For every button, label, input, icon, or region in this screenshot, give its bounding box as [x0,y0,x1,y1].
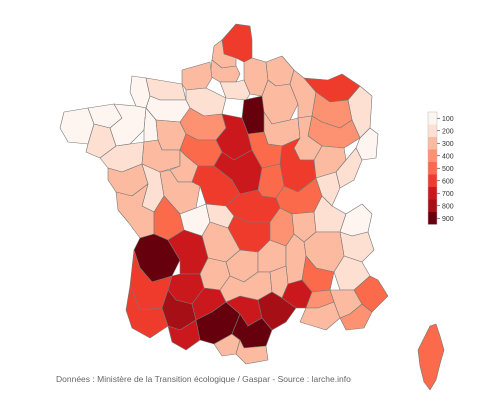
legend-swatch [428,149,437,162]
legend-swatch [428,199,437,212]
region-pyrenees-orientales[interactable] [235,339,269,365]
legend-tick-label: 800 [442,203,454,210]
color-legend: 100 200 300 400 500 600 700 800 900 [427,111,454,225]
region-seine-maritime[interactable] [181,61,213,91]
source-caption: Données : Ministère de la Transition éco… [56,374,351,384]
legend-tick-label: 200 [442,128,454,135]
region-pyrenees-atlantiques[interactable] [125,285,169,339]
legend-tick-label: 300 [442,141,454,148]
legend-swatch [428,187,437,200]
region-haute-savoie[interactable] [339,203,373,237]
region-finistere[interactable] [59,107,95,145]
legend-swatch [428,212,437,225]
legend-swatch [428,162,437,175]
legend-tick-label: 100 [442,116,454,123]
legend-swatch [428,174,437,187]
region-alpes-maritimes[interactable] [353,275,389,313]
region-corse[interactable] [417,323,445,391]
legend-tick-label: 400 [442,153,454,160]
legend-tick-label: 600 [442,178,454,185]
legend-tick-label: 500 [442,166,454,173]
legend-tick-label: 700 [442,191,454,198]
region-jura[interactable] [315,171,341,207]
legend-swatch [428,112,437,125]
legend-tick-label: 900 [442,216,454,223]
legend-swatch [428,124,437,137]
legend-swatch [428,137,437,150]
